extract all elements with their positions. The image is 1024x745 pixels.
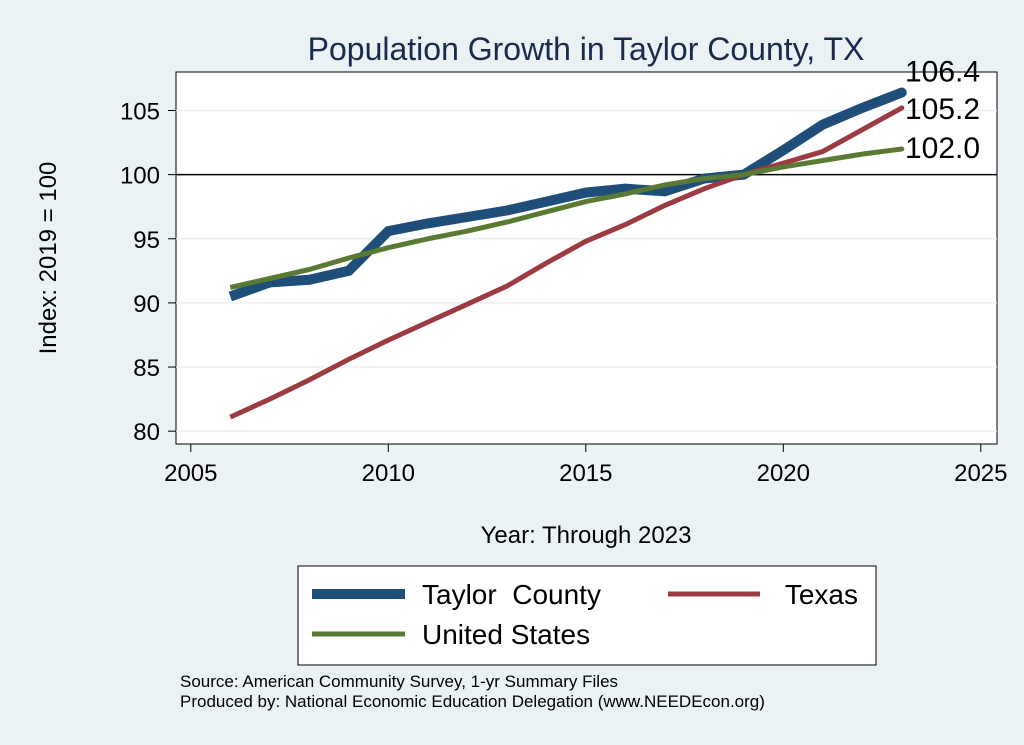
producer-note: Produced by: National Economic Education… (180, 692, 765, 711)
end-value-label-0: 106.4 (905, 56, 980, 89)
legend-label-1: Texas (785, 579, 858, 610)
series-end-point-0 (896, 87, 907, 98)
x-tick-label: 2005 (164, 460, 217, 487)
end-value-label-2: 102.0 (905, 132, 980, 165)
y-tick-label: 80 (133, 419, 160, 446)
x-tick-label: 2015 (559, 460, 612, 487)
x-tick-label: 2025 (954, 460, 1007, 487)
y-tick-label: 95 (133, 227, 160, 254)
chart-title: Population Growth in Taylor County, TX (308, 31, 865, 67)
series-end-point-1 (899, 105, 905, 111)
series-line-0 (228, 87, 904, 302)
end-value-label-1: 105.2 (905, 93, 980, 126)
y-tick-label: 90 (133, 291, 160, 318)
legend-label-0: Taylor County (422, 579, 601, 610)
x-tick-label: 2020 (757, 460, 810, 487)
series-line-2 (229, 146, 903, 290)
series-end-point-2 (899, 146, 905, 152)
legend-box (297, 565, 877, 666)
y-tick-label: 105 (120, 98, 160, 125)
plot-area (175, 71, 998, 445)
x-axis-label: Year: Through 2023 (481, 522, 692, 549)
series-line-1 (229, 105, 904, 420)
y-tick-label: 100 (120, 163, 160, 190)
source-note: Source: American Community Survey, 1-yr … (180, 672, 619, 691)
x-tick-label: 2010 (362, 460, 415, 487)
y-axis-label: Index: 2019 = 100 (35, 162, 62, 355)
legend-label-2: United States (422, 619, 590, 650)
y-tick-label: 85 (133, 355, 160, 382)
footer: Source: American Community Survey, 1-yr … (180, 672, 765, 712)
